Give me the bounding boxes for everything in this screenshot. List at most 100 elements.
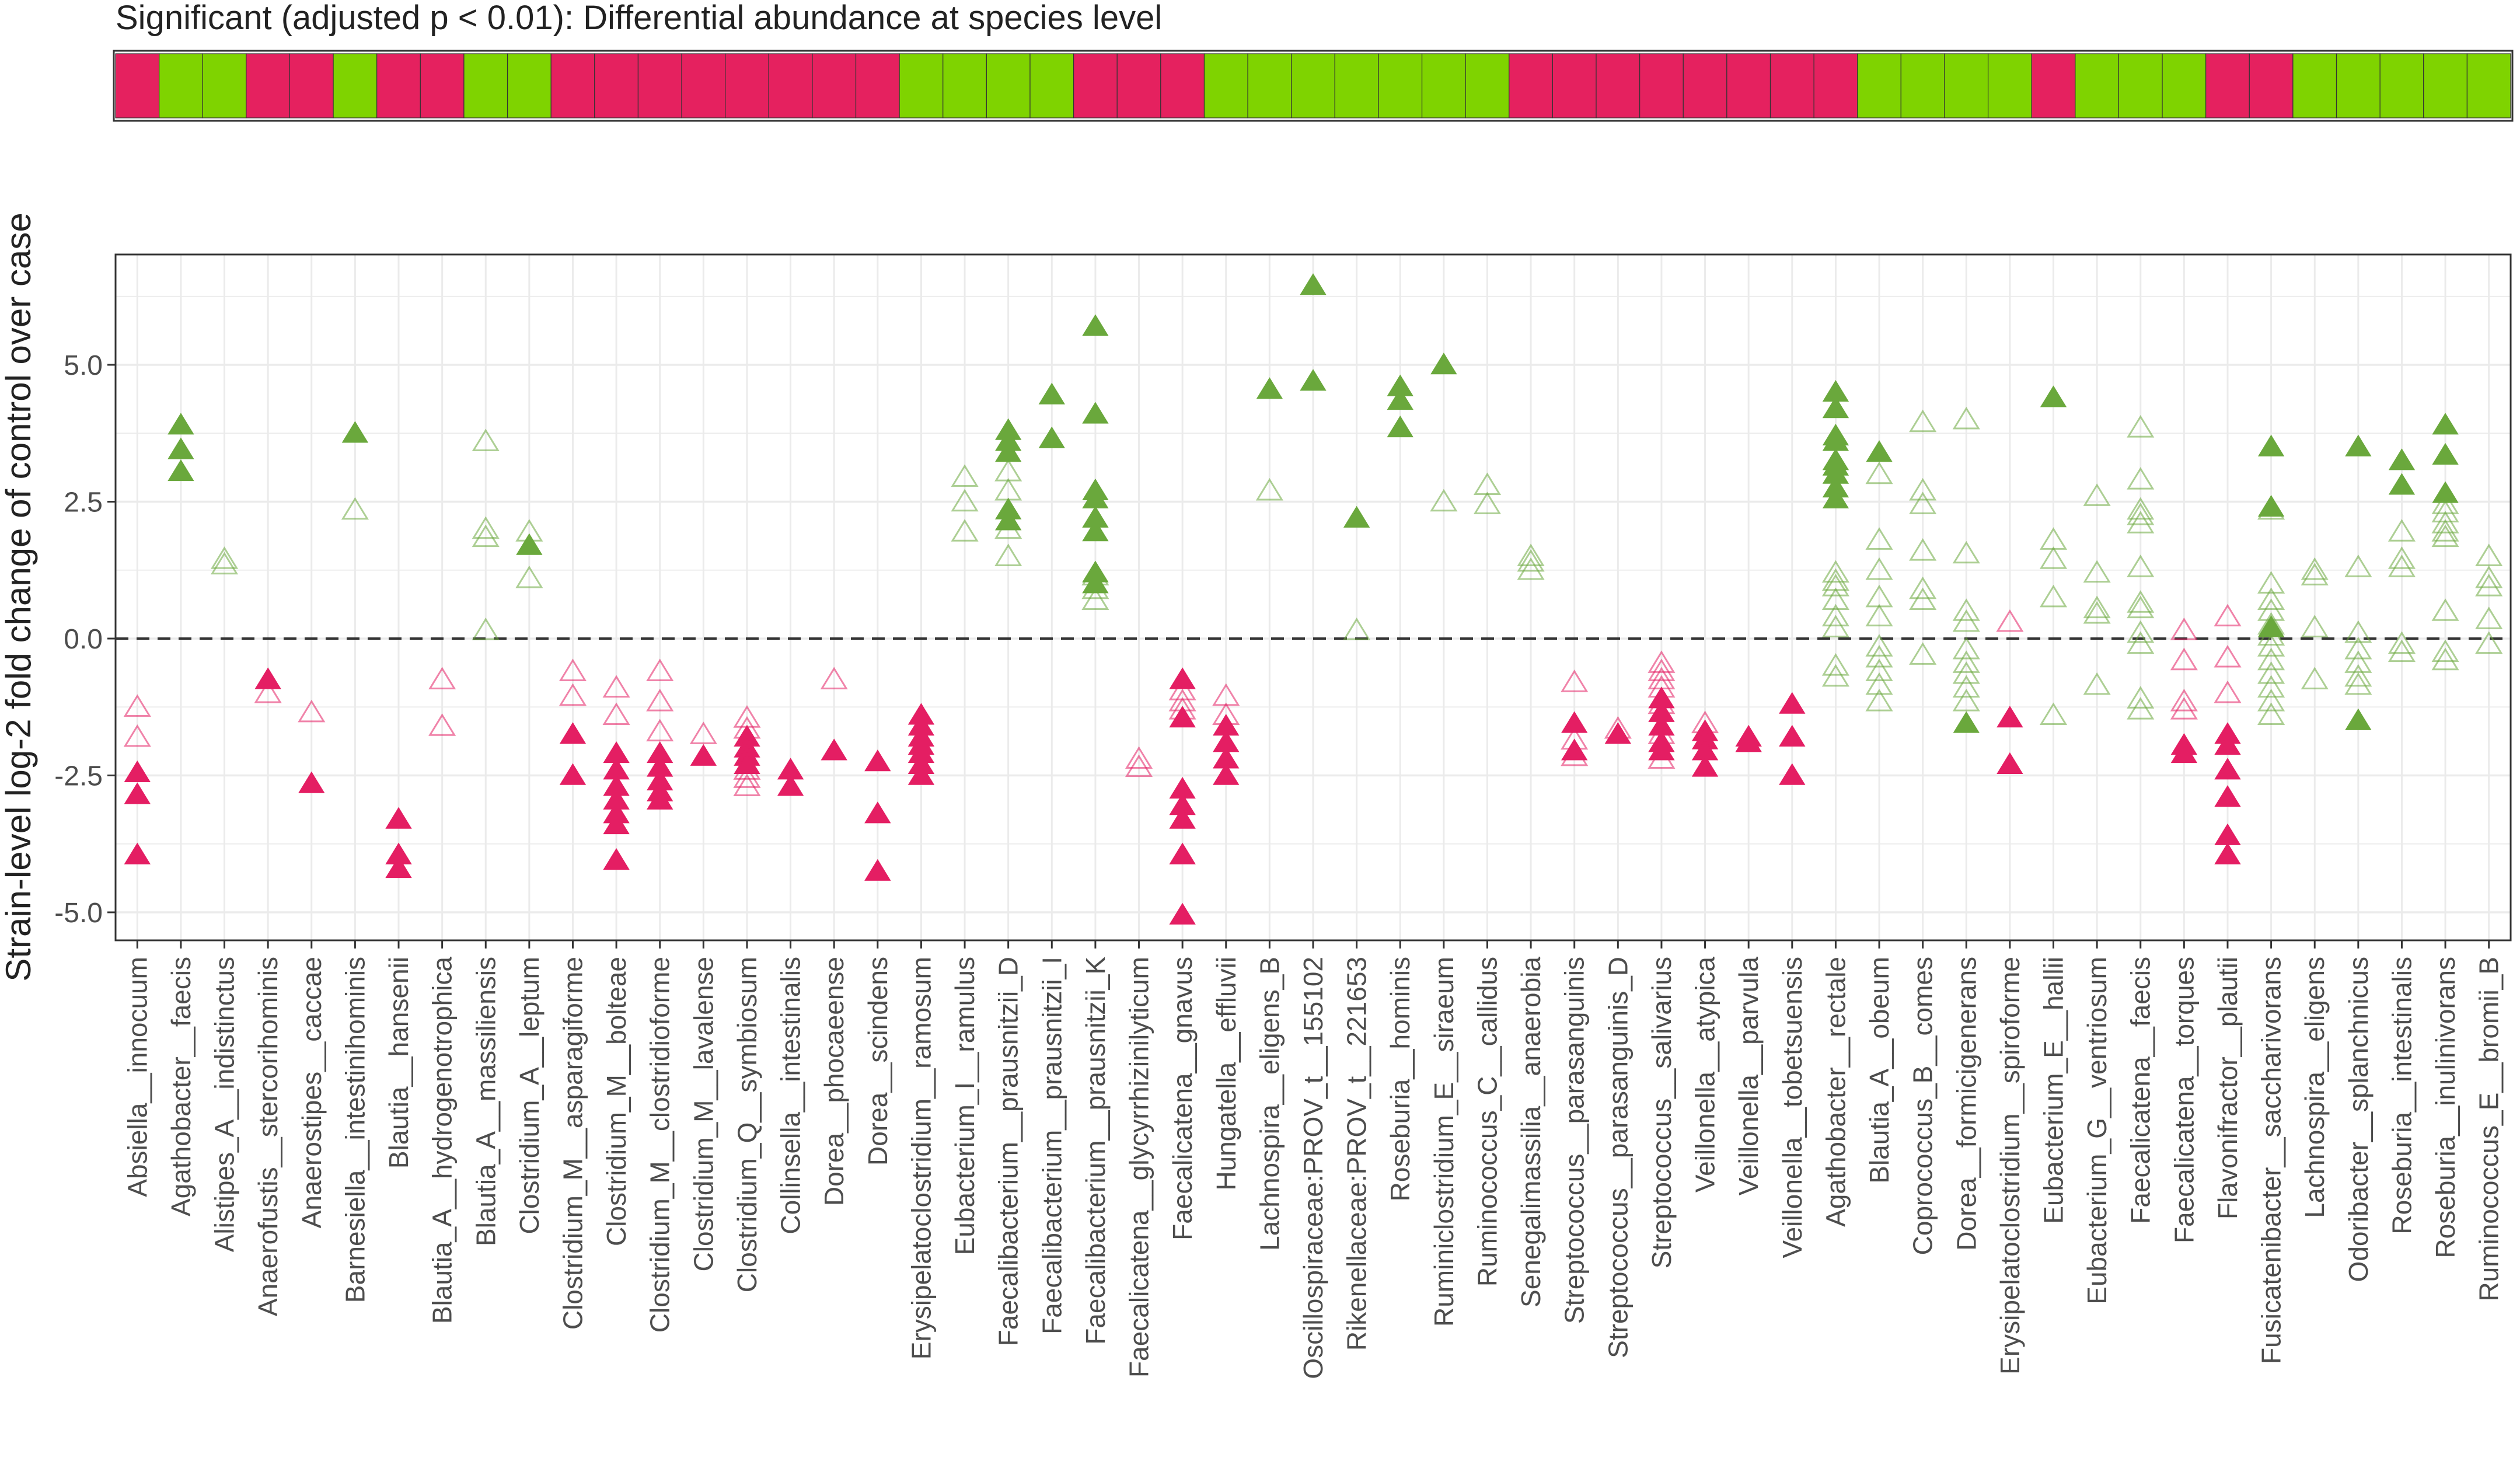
point-nonsignificant — [1952, 541, 1980, 564]
significance-cell — [2162, 53, 2207, 118]
point-nonsignificant — [2257, 675, 2285, 698]
point-nonsignificant — [1561, 669, 1589, 692]
point-significant — [1038, 382, 1065, 405]
point-nonsignificant — [2257, 587, 2285, 611]
point-nonsignificant — [1909, 538, 1937, 561]
point-nonsignificant — [2127, 697, 2155, 720]
point-significant — [908, 763, 935, 785]
point-significant — [994, 440, 1022, 462]
point-nonsignificant — [1909, 576, 1937, 599]
significance-cell — [812, 53, 857, 118]
point-nonsignificant — [2388, 639, 2416, 662]
y-tick-label: 5.0 — [64, 350, 103, 381]
point-nonsignificant — [1952, 661, 1980, 684]
significance-cell — [594, 53, 639, 118]
point-nonsignificant — [1821, 574, 1849, 597]
point-nonsignificant — [1909, 491, 1937, 514]
point-significant — [2214, 758, 2241, 780]
point-significant — [1169, 842, 1196, 864]
point-significant — [864, 859, 891, 881]
point-significant — [2345, 434, 2372, 456]
point-nonsignificant — [2431, 511, 2459, 533]
significance-cell — [246, 53, 291, 118]
point-nonsignificant — [515, 565, 543, 588]
point-nonsignificant — [428, 713, 456, 736]
point-significant — [298, 771, 325, 793]
point-significant — [2170, 741, 2198, 763]
point-significant — [603, 813, 630, 835]
x-tick-label: Erysipelatoclostridium__ramosum — [906, 957, 936, 1359]
significance-cell — [202, 53, 247, 118]
point-significant — [647, 787, 673, 810]
point-significant — [690, 744, 717, 766]
point-significant — [1082, 402, 1109, 424]
significance-cell — [1857, 53, 1901, 118]
point-nonsignificant — [602, 675, 630, 698]
point-nonsignificant — [2127, 511, 2155, 533]
significance-cell — [2075, 53, 2120, 118]
point-nonsignificant — [2127, 497, 2155, 520]
point-nonsignificant — [2344, 664, 2372, 687]
point-nonsignificant — [1821, 604, 1849, 627]
point-nonsignificant — [2431, 598, 2459, 621]
significance-cell — [1465, 53, 1510, 118]
point-significant — [994, 508, 1022, 531]
point-significant — [1822, 486, 1849, 509]
y-axis: 5.0 2.5 0.0 -2.5 -5.0 — [54, 350, 116, 929]
point-nonsignificant — [1865, 527, 1893, 550]
x-tick-label: Faecalicatena__glycyrrhizinilyticum — [1124, 957, 1154, 1378]
point-nonsignificant — [1517, 549, 1545, 572]
x-tick-label: Streptococcus__parasanguinis_D — [1603, 957, 1633, 1358]
point-nonsignificant — [733, 773, 761, 796]
significance-cell — [1334, 53, 1379, 118]
point-significant — [1343, 505, 1370, 528]
x-tick-label: Faecalibacterium__prausnitzii_K — [1080, 957, 1111, 1345]
point-nonsignificant — [1865, 634, 1893, 657]
point-nonsignificant — [1648, 658, 1676, 681]
point-nonsignificant — [2127, 555, 2155, 577]
y-tick-label: 0.0 — [64, 624, 103, 655]
x-tick-label: Blautia__hansenii — [383, 957, 414, 1169]
point-significant — [341, 421, 369, 443]
point-nonsignificant — [2257, 702, 2285, 726]
point-significant — [1082, 314, 1109, 336]
point-nonsignificant — [1821, 587, 1849, 611]
point-nonsignificant — [2039, 702, 2068, 726]
x-tick-label: Clostridium_A__leptum — [514, 957, 545, 1235]
significance-cell — [1639, 53, 1684, 118]
point-nonsignificant — [2039, 546, 2068, 569]
plot-panel — [114, 253, 2512, 941]
point-nonsignificant — [646, 688, 674, 712]
significance-cell — [1029, 53, 1074, 118]
point-nonsignificant — [1430, 489, 1458, 512]
significance-cell — [943, 53, 987, 118]
point-significant — [1779, 724, 1806, 747]
point-nonsignificant — [2388, 546, 2416, 569]
point-nonsignificant — [2170, 647, 2198, 671]
point-nonsignificant — [1952, 406, 1980, 430]
significance-cell — [681, 53, 726, 118]
x-tick-label: Faecalibacterium__prausnitzii_I — [1036, 957, 1067, 1334]
point-significant — [1997, 752, 2023, 774]
x-tick-label: Dorea__phocaeense — [819, 957, 849, 1206]
point-significant — [1779, 763, 1806, 785]
significance-cell — [2118, 53, 2163, 118]
point-nonsignificant — [820, 667, 848, 690]
point-nonsignificant — [2214, 680, 2242, 703]
point-nonsignificant — [1517, 557, 1545, 580]
significance-cell — [2423, 53, 2467, 118]
significance-cell — [2292, 53, 2337, 118]
point-nonsignificant — [2127, 467, 2155, 490]
point-significant — [385, 807, 412, 829]
point-nonsignificant — [1081, 587, 1109, 611]
point-nonsignificant — [2127, 414, 2155, 438]
point-nonsignificant — [2127, 631, 2155, 654]
point-significant — [2432, 413, 2459, 435]
point-significant — [1735, 730, 1762, 752]
point-significant — [2040, 385, 2067, 407]
point-significant — [1561, 738, 1588, 761]
point-nonsignificant — [1343, 618, 1371, 640]
point-nonsignificant — [2257, 647, 2285, 671]
point-significant — [864, 749, 891, 772]
x-tick-label: Fusicatenibacter__saccharivorans — [2256, 957, 2287, 1364]
